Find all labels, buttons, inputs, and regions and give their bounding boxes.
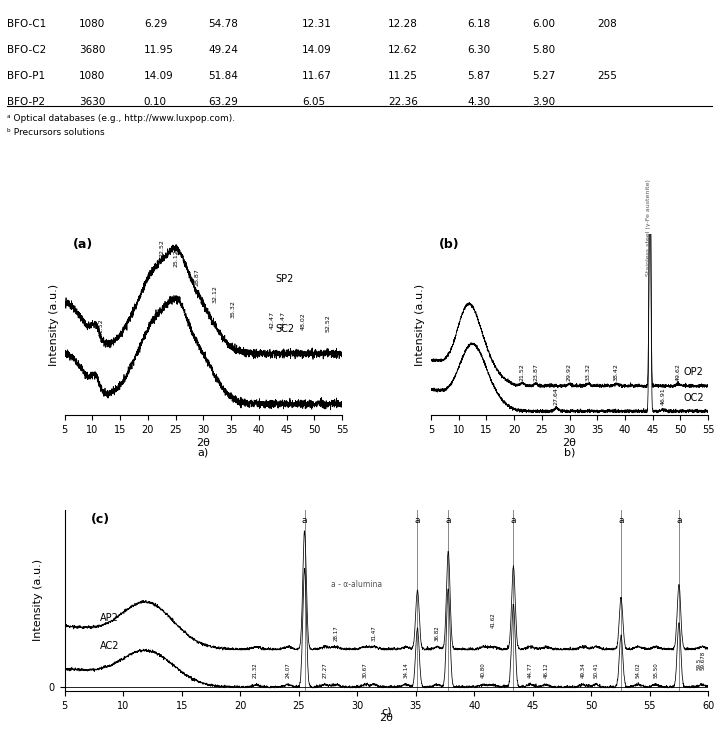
Text: SP2: SP2 xyxy=(275,273,294,284)
Text: 21.52: 21.52 xyxy=(520,363,525,381)
Text: BFO-C2: BFO-C2 xyxy=(7,45,47,54)
X-axis label: 2θ: 2θ xyxy=(562,438,577,448)
Text: (b): (b) xyxy=(439,238,459,250)
Text: 40.80: 40.80 xyxy=(481,663,486,678)
Text: 29.92: 29.92 xyxy=(567,363,572,381)
Text: 208: 208 xyxy=(597,19,616,28)
Text: 25.12: 25.12 xyxy=(174,250,179,267)
Text: a: a xyxy=(676,516,682,525)
Text: 14.09: 14.09 xyxy=(302,45,331,54)
Text: 28.17: 28.17 xyxy=(334,626,339,641)
Text: 49.24: 49.24 xyxy=(209,45,239,54)
Text: 49.62: 49.62 xyxy=(676,363,681,381)
Text: 33.32: 33.32 xyxy=(585,363,590,381)
Text: 63.29: 63.29 xyxy=(209,97,239,106)
Text: 55.50: 55.50 xyxy=(653,663,658,678)
Text: ᵇ Precursors solutions: ᵇ Precursors solutions xyxy=(7,128,105,137)
Text: 41.62: 41.62 xyxy=(490,612,495,628)
Text: 42.47: 42.47 xyxy=(270,311,275,329)
Text: 30.67: 30.67 xyxy=(362,663,367,678)
Text: 11.67: 11.67 xyxy=(302,71,332,80)
Text: OP2: OP2 xyxy=(683,366,703,377)
Text: 3680: 3680 xyxy=(79,45,106,54)
Text: a): a) xyxy=(198,447,209,457)
X-axis label: 2θ: 2θ xyxy=(196,438,211,448)
Text: BFO-P2: BFO-P2 xyxy=(7,97,45,106)
Text: AP2: AP2 xyxy=(100,614,119,623)
Text: 46.12: 46.12 xyxy=(544,663,549,678)
X-axis label: 2θ: 2θ xyxy=(380,713,393,724)
Text: 1080: 1080 xyxy=(79,71,106,80)
Text: 32.12: 32.12 xyxy=(213,285,218,303)
Text: 11.25: 11.25 xyxy=(388,71,418,80)
Text: a: a xyxy=(618,516,624,525)
Text: a: a xyxy=(302,516,307,525)
Text: 6.05: 6.05 xyxy=(302,97,325,106)
Text: b): b) xyxy=(564,447,575,457)
Text: 54.78: 54.78 xyxy=(209,19,239,28)
Text: ᵃ Optical databases (e.g., http://www.luxpop.com).: ᵃ Optical databases (e.g., http://www.lu… xyxy=(7,114,235,123)
Text: 22.52: 22.52 xyxy=(160,239,165,257)
Text: 38.42: 38.42 xyxy=(614,363,619,381)
Text: 4.30: 4.30 xyxy=(467,97,490,106)
Text: AC2: AC2 xyxy=(100,641,119,651)
Text: 5.87: 5.87 xyxy=(467,71,490,80)
Y-axis label: Intensity (a.u.): Intensity (a.u.) xyxy=(416,284,425,366)
Text: a: a xyxy=(446,516,451,525)
Text: 3.90: 3.90 xyxy=(532,97,555,106)
Text: 3630: 3630 xyxy=(79,97,106,106)
Text: 44.77: 44.77 xyxy=(528,663,533,678)
Text: 6.18: 6.18 xyxy=(467,19,490,28)
Text: 6.00: 6.00 xyxy=(532,19,555,28)
Text: 6.30: 6.30 xyxy=(467,45,490,54)
Text: Stainless steel (γ-Fe austenite): Stainless steel (γ-Fe austenite) xyxy=(646,179,651,276)
Text: 54.02: 54.02 xyxy=(636,663,641,678)
Text: (a): (a) xyxy=(73,238,93,250)
Text: 31.47: 31.47 xyxy=(372,626,377,641)
Text: 46.91: 46.91 xyxy=(661,388,666,405)
Text: a: a xyxy=(510,516,516,525)
Text: 34.14: 34.14 xyxy=(403,663,408,678)
Text: 51.84: 51.84 xyxy=(209,71,239,80)
Text: (c): (c) xyxy=(91,513,109,526)
Text: 27.64: 27.64 xyxy=(554,387,559,405)
Y-axis label: Intensity (a.u.): Intensity (a.u.) xyxy=(49,284,59,366)
Text: 11.95: 11.95 xyxy=(144,45,174,54)
Text: OC2: OC2 xyxy=(683,392,704,403)
Text: c): c) xyxy=(381,707,392,716)
Text: 24.07: 24.07 xyxy=(285,663,290,678)
Text: 12.31: 12.31 xyxy=(302,19,332,28)
Text: 1080: 1080 xyxy=(79,19,106,28)
Text: 0.10: 0.10 xyxy=(144,97,167,106)
Text: a: a xyxy=(415,516,420,525)
Text: 12.28: 12.28 xyxy=(388,19,418,28)
Text: 48.02: 48.02 xyxy=(301,313,306,331)
Text: 49.34: 49.34 xyxy=(581,663,586,678)
Text: SC2: SC2 xyxy=(275,324,295,334)
Text: 52.52: 52.52 xyxy=(326,314,331,332)
Text: 50.41: 50.41 xyxy=(593,663,598,678)
Text: a - α-alumina: a - α-alumina xyxy=(331,580,383,589)
Text: 27.27: 27.27 xyxy=(323,663,328,678)
Y-axis label: Intensity (a.u.): Intensity (a.u.) xyxy=(33,559,43,641)
Text: 21.32: 21.32 xyxy=(253,663,258,678)
Text: 5.27: 5.27 xyxy=(532,71,555,80)
Text: 28.87: 28.87 xyxy=(195,268,200,286)
Text: 59.678: 59.678 xyxy=(701,650,706,669)
Text: 36.82: 36.82 xyxy=(434,626,439,641)
Text: 44.47: 44.47 xyxy=(281,311,286,329)
Text: 59.5: 59.5 xyxy=(697,658,701,669)
Text: 23.87: 23.87 xyxy=(533,363,538,381)
Text: BFO-C1: BFO-C1 xyxy=(7,19,47,28)
Text: 12.62: 12.62 xyxy=(388,45,418,54)
Text: BFO-P1: BFO-P1 xyxy=(7,71,45,80)
Text: 255: 255 xyxy=(597,71,617,80)
Text: 35.32: 35.32 xyxy=(230,299,235,317)
Text: 11.52: 11.52 xyxy=(99,319,104,337)
Text: 5.80: 5.80 xyxy=(532,45,555,54)
Text: 14.09: 14.09 xyxy=(144,71,173,80)
Text: 6.29: 6.29 xyxy=(144,19,167,28)
Text: 22.36: 22.36 xyxy=(388,97,418,106)
